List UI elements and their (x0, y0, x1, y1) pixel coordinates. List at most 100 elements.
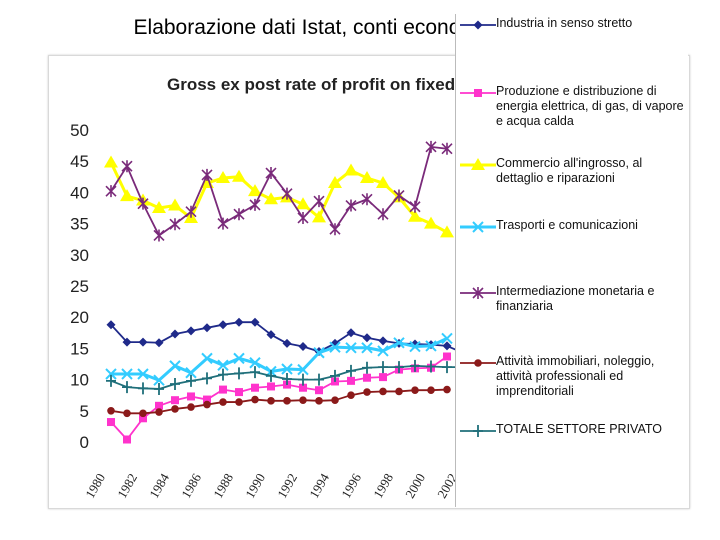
data-point (361, 193, 373, 206)
data-point (122, 381, 132, 394)
data-point (408, 209, 422, 222)
data-point (122, 337, 132, 347)
data-point (473, 20, 483, 30)
series-line (110, 355, 448, 441)
data-point (201, 352, 213, 365)
y-axis: 0 5 10 15 20 25 30 35 40 45 50 (70, 121, 89, 452)
data-point (154, 382, 164, 395)
data-point (123, 409, 131, 418)
data-point (201, 168, 213, 181)
data-point (471, 158, 485, 170)
data-point (123, 435, 131, 444)
data-point (217, 217, 229, 230)
legend-label: Trasporti e comunicazioni (496, 218, 638, 232)
y-tick-label: 10 (70, 371, 89, 390)
data-point (360, 171, 374, 184)
data-point (203, 400, 211, 409)
data-point (329, 341, 341, 353)
data-point (425, 140, 437, 153)
data-point (282, 372, 292, 385)
data-point (138, 337, 148, 347)
data-point (106, 374, 116, 387)
data-point (170, 377, 180, 390)
data-point (442, 341, 452, 351)
data-point (347, 376, 355, 385)
data-point (169, 360, 181, 372)
data-point (139, 414, 147, 423)
x-tick-label: 2000 (402, 471, 428, 501)
plot-area (104, 140, 500, 444)
data-point (121, 160, 133, 173)
data-point (377, 345, 389, 357)
data-point (185, 367, 197, 379)
legend-swatch (460, 20, 496, 30)
series-5 (105, 140, 453, 242)
legend-swatch (460, 221, 496, 233)
data-point (218, 368, 228, 381)
legend-swatch (460, 89, 496, 97)
data-point (281, 363, 293, 375)
data-point (409, 200, 421, 213)
series-6 (107, 385, 451, 418)
data-point (249, 357, 261, 369)
data-point (426, 360, 436, 373)
data-point (186, 374, 196, 387)
x-tick-label: 1994 (306, 470, 332, 500)
data-point (331, 396, 339, 404)
x-tick-label: 1984 (146, 470, 172, 500)
data-point (107, 418, 115, 427)
y-tick-label: 50 (70, 121, 89, 140)
y-tick-label: 40 (70, 183, 89, 202)
data-point (409, 340, 421, 353)
legend-label: Commercio all'ingrosso, al dettaglio e r… (496, 156, 643, 185)
data-point (345, 342, 357, 354)
legend-swatch (460, 287, 496, 299)
data-point (267, 382, 275, 391)
data-point (217, 359, 229, 371)
data-point (298, 342, 308, 352)
data-point (299, 383, 307, 392)
data-point (168, 198, 182, 211)
data-point (155, 401, 163, 410)
data-point (440, 225, 454, 238)
x-tick-label: 1980 (82, 471, 108, 501)
data-point (170, 329, 180, 339)
data-point (248, 184, 262, 197)
data-point (219, 385, 227, 394)
y-tick-label: 20 (70, 308, 89, 327)
data-point (362, 333, 372, 343)
data-point (218, 320, 228, 330)
legend-label: TOTALE SETTORE PRIVATO (496, 422, 663, 436)
legend-swatch (460, 359, 496, 367)
data-point (411, 386, 419, 395)
data-point (314, 373, 324, 386)
series-1 (106, 317, 484, 361)
x-tick-label: 1990 (242, 471, 268, 501)
data-point (153, 374, 165, 386)
data-point (298, 373, 308, 386)
data-point (379, 373, 387, 382)
data-point (105, 368, 117, 380)
data-point (171, 405, 179, 413)
data-point (155, 408, 163, 416)
data-point (361, 342, 373, 354)
data-point (154, 338, 164, 348)
data-point (313, 347, 325, 359)
chart-title: Gross ex post rate of profit on fixed (167, 75, 455, 94)
data-point (235, 388, 243, 397)
data-point (410, 359, 420, 372)
data-point (329, 223, 341, 236)
data-point (346, 364, 356, 377)
data-point (281, 187, 293, 200)
y-tick-label: 0 (80, 433, 89, 452)
data-point (250, 317, 260, 327)
x-tick-label: 1988 (210, 471, 236, 501)
data-point (187, 392, 195, 401)
y-tick-label: 45 (70, 152, 89, 171)
series-line (110, 321, 480, 357)
data-point (296, 197, 310, 210)
data-point (328, 176, 342, 189)
data-point (137, 197, 149, 210)
data-point (472, 287, 484, 299)
legend-label: Industria in senso stretto (496, 16, 633, 30)
